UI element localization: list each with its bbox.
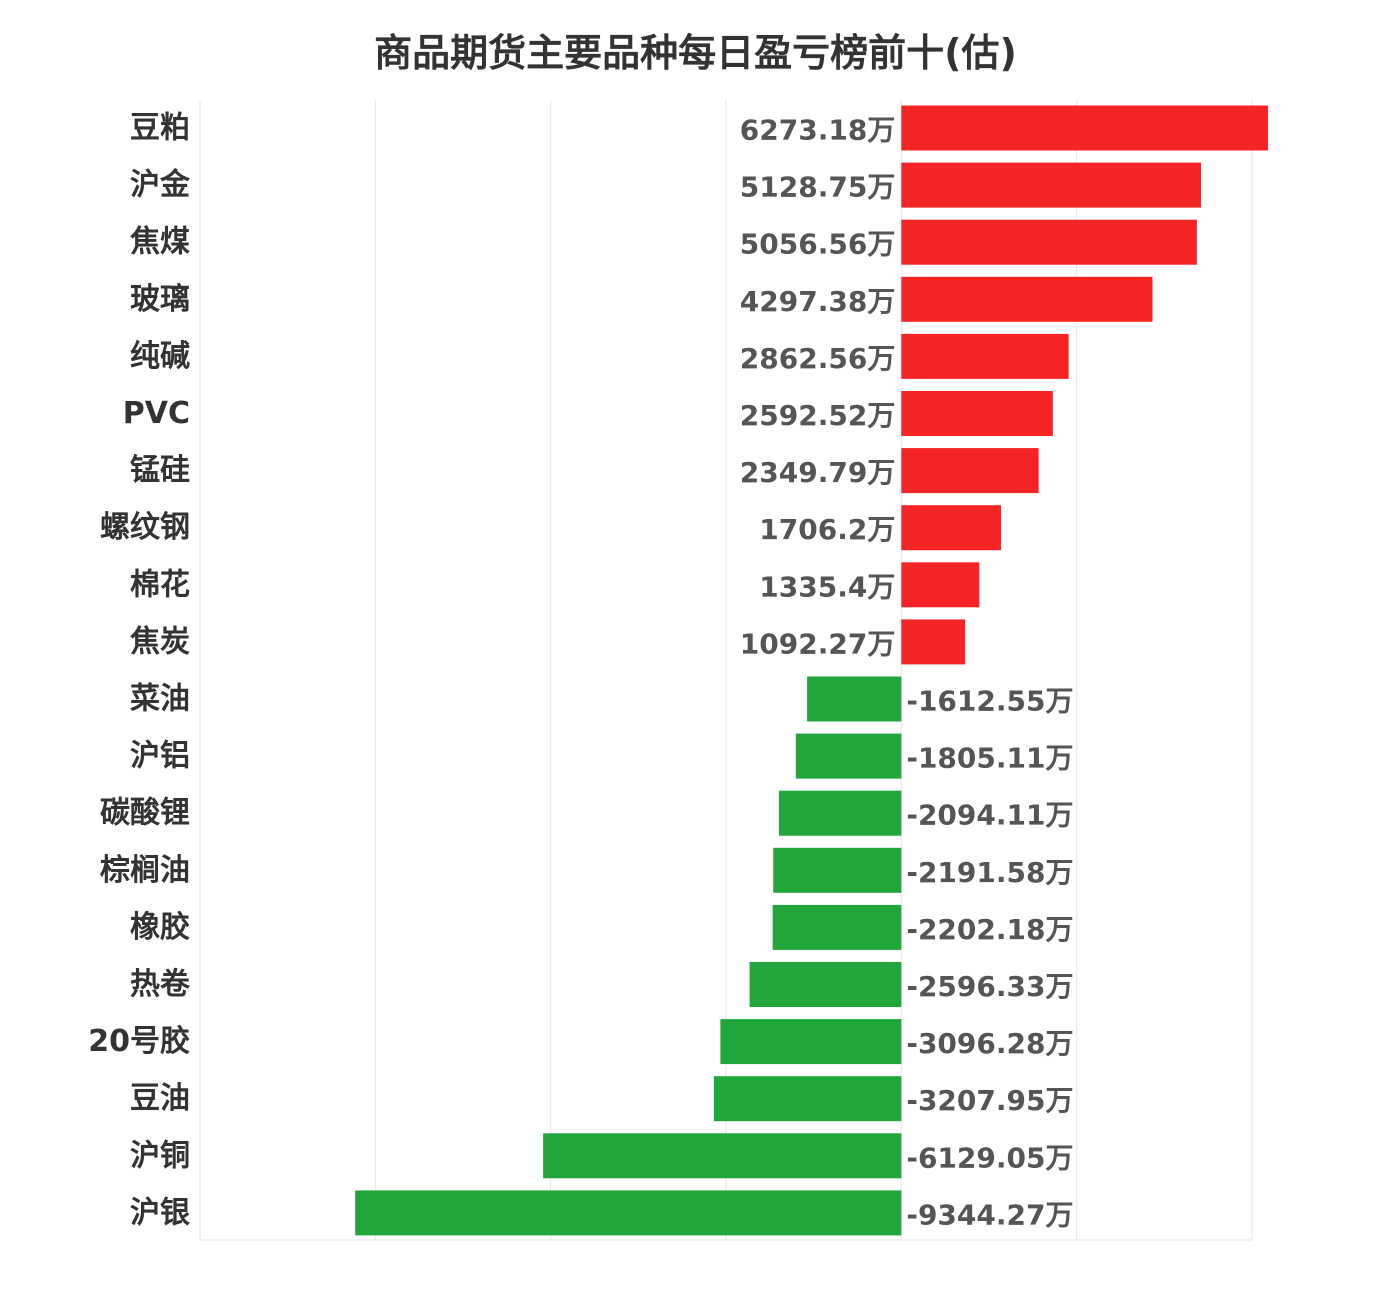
value-label: -9344.27万 xyxy=(906,1198,1073,1231)
value-label: -1805.11万 xyxy=(906,742,1073,775)
value-label: 5056.56万 xyxy=(740,228,896,261)
value-label: -2202.18万 xyxy=(906,913,1073,946)
bar xyxy=(901,219,1197,265)
category-label: 沪铝 xyxy=(130,739,190,774)
bar xyxy=(355,1190,902,1236)
value-label: 5128.75万 xyxy=(740,171,896,204)
bar xyxy=(749,962,902,1007)
category-label: 焦煤 xyxy=(130,225,190,260)
category-label: 纯碱 xyxy=(130,339,190,374)
bar xyxy=(772,904,902,950)
value-label: 2592.52万 xyxy=(740,399,896,432)
category-label: 焦炭 xyxy=(130,624,190,659)
value-label: -3096.28万 xyxy=(906,1027,1073,1060)
category-label: 20号胶 xyxy=(88,1024,190,1059)
category-label: 沪银 xyxy=(130,1195,190,1230)
bar xyxy=(807,676,902,722)
value-label: 2349.79万 xyxy=(740,456,896,489)
value-label: 2862.56万 xyxy=(740,342,896,375)
category-label: 热卷 xyxy=(130,967,191,1002)
value-label: -2191.58万 xyxy=(906,856,1073,889)
bar xyxy=(713,1076,902,1122)
bar xyxy=(543,1133,902,1179)
value-label: -1612.55万 xyxy=(906,685,1073,718)
category-label: 螺纹钢 xyxy=(100,510,190,545)
bar xyxy=(720,1019,902,1065)
category-label: 沪金 xyxy=(130,168,191,203)
bar xyxy=(795,733,902,779)
value-label: 1335.4万 xyxy=(759,570,895,603)
category-label: 橡胶 xyxy=(130,910,190,945)
bar xyxy=(901,333,1069,379)
bar xyxy=(901,505,1002,551)
bar xyxy=(778,790,902,836)
value-label: 1092.27万 xyxy=(740,627,896,660)
value-label: -2094.11万 xyxy=(906,799,1073,832)
category-label: 棉花 xyxy=(130,567,190,602)
category-label: 豆粕 xyxy=(130,111,190,146)
category-label: 菜油 xyxy=(130,682,190,717)
value-label: -6129.05万 xyxy=(906,1141,1073,1174)
bar xyxy=(773,847,902,893)
grid-lines xyxy=(199,100,1253,1241)
chart-title: 商品期货主要品种每日盈亏榜前十(估) xyxy=(374,31,1017,75)
category-label: 玻璃 xyxy=(130,282,190,317)
category-label: PVC xyxy=(123,396,190,431)
value-label: -2596.33万 xyxy=(906,970,1073,1003)
bar xyxy=(901,162,1202,208)
bar xyxy=(901,391,1053,436)
bar xyxy=(901,276,1153,322)
bar xyxy=(901,105,1268,151)
category-label: 棕榈油 xyxy=(100,853,190,888)
value-label: 1706.2万 xyxy=(759,513,895,546)
category-label: 豆油 xyxy=(130,1081,190,1116)
bar xyxy=(901,619,966,665)
bars xyxy=(355,105,1268,1236)
bar xyxy=(901,448,1039,494)
value-label: -3207.95万 xyxy=(906,1084,1073,1117)
value-label: 6273.18万 xyxy=(740,114,896,147)
category-label: 碳酸锂 xyxy=(100,796,190,831)
bar xyxy=(901,562,980,608)
value-label: 4297.38万 xyxy=(740,285,896,318)
category-label: 锰硅 xyxy=(130,453,190,488)
category-label: 沪铜 xyxy=(130,1138,190,1173)
